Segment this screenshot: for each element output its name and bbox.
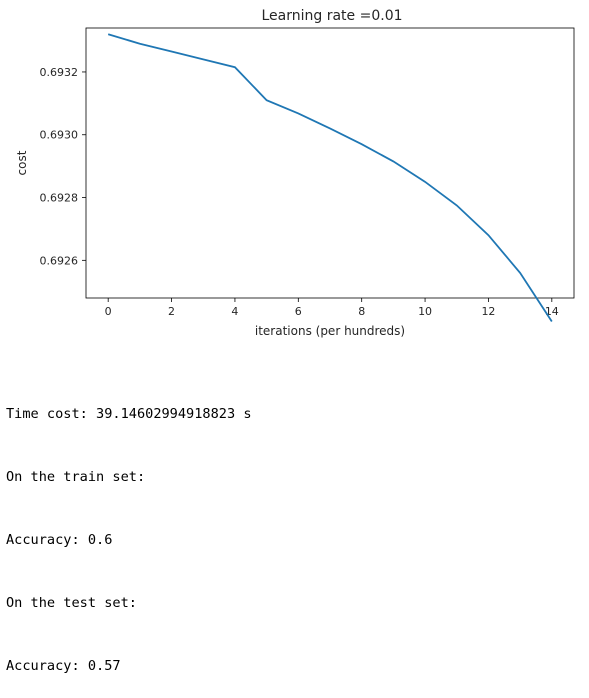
x-axis-label: iterations (per hundreds) — [255, 324, 405, 338]
test-set-heading: On the test set: — [6, 595, 137, 611]
x-tick-label: 10 — [418, 305, 432, 318]
plot-area-frame — [85, 27, 575, 299]
cost-chart-svg: Learning rate =0.01 0 2 4 6 8 10 12 14 0.69260.… — [15, 8, 575, 338]
cost-series-line — [107, 33, 553, 323]
x-tick-label: 12 — [481, 305, 495, 318]
y-tick-label: 0.6928 — [40, 192, 79, 205]
x-tick-label: 14 — [545, 305, 559, 318]
y-axis-ticks: 0.6926 0.6928 0.6930 0.6932 — [40, 66, 86, 267]
y-tick-label: 0.6926 — [40, 254, 79, 267]
x-tick-label: 4 — [231, 305, 238, 318]
y-tick-label: 0.6930 — [40, 129, 79, 142]
x-tick-label: 0 — [105, 305, 112, 318]
y-axis-label: cost — [15, 150, 29, 175]
cost-chart: Learning rate =0.01 0 2 4 6 8 10 12 14 0.6926 0.… — [15, 8, 575, 338]
console-output: Time cost: 39.14602994918823 s On the tr… — [6, 362, 584, 698]
train-accuracy-line: Accuracy: 0.6 — [6, 532, 113, 548]
x-axis-ticks: 0 2 4 6 8 10 12 14 — [105, 298, 559, 318]
time-cost-line: Time cost: 39.14602994918823 s — [6, 406, 252, 422]
x-tick-label: 8 — [358, 305, 365, 318]
test-accuracy-line: Accuracy: 0.57 — [6, 658, 121, 674]
train-set-heading: On the train set: — [6, 469, 146, 485]
chart-title: Learning rate =0.01 — [261, 8, 402, 24]
y-tick-label: 0.6932 — [40, 66, 79, 79]
x-tick-label: 2 — [168, 305, 175, 318]
x-tick-label: 6 — [295, 305, 302, 318]
